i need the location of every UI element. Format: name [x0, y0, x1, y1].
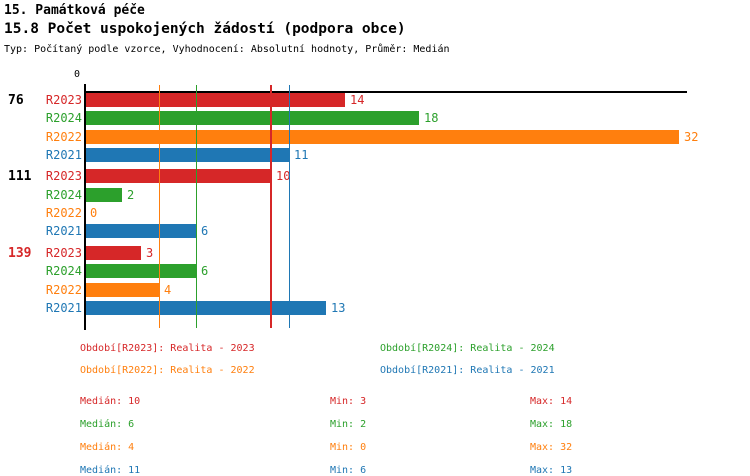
bar-value-label: 6 [201, 264, 209, 279]
bar-row-label: R2024 [45, 264, 82, 279]
median-gridline [270, 85, 272, 328]
origin-label: 0 [73, 69, 80, 80]
bar-value-label: 11 [294, 148, 309, 163]
stats-min: Min: 2 [330, 419, 367, 430]
bar [85, 148, 289, 163]
median-gridline [195, 85, 198, 328]
bar [85, 245, 141, 260]
median-gridline [158, 85, 161, 328]
bar-row-label: R2023 [45, 169, 82, 184]
legend-item: Období[R2024]: Realita - 2024 [380, 343, 555, 354]
bar [85, 264, 196, 279]
stats-max: Max: 14 [530, 396, 573, 407]
group-id-label: 76 [8, 93, 24, 108]
chart-title: 15.8 Počet uspokojených žádostí (podpora… [4, 21, 406, 37]
bar-row-label: R2022 [45, 129, 82, 144]
stats-max: Max: 18 [530, 419, 573, 430]
zero-axis-line [84, 84, 86, 330]
bar-value-label: 6 [201, 224, 209, 239]
stats-min: Min: 6 [330, 465, 367, 476]
bar [85, 224, 196, 239]
stats-median: Medián: 4 [80, 442, 135, 453]
stats-max: Max: 32 [530, 442, 573, 453]
stats-median: Medián: 10 [80, 396, 141, 407]
bar [85, 169, 271, 184]
group-id-label: 139 [8, 245, 32, 261]
bar-row-label: R2021 [45, 148, 82, 163]
bar-value-label: 32 [684, 129, 699, 144]
bar-row-label: R2022 [45, 282, 82, 297]
bar-value-label: 14 [350, 93, 365, 107]
bar-row-label: R2021 [45, 300, 82, 315]
bar [85, 300, 326, 315]
bar-row-label: R2024 [45, 111, 82, 126]
bar-row-label: R2023 [45, 93, 82, 107]
bar-value-label: 3 [146, 245, 154, 260]
bar [85, 111, 419, 126]
chart-meta-line: Typ: Počítaný podle vzorce, Vyhodnocení:… [4, 44, 450, 55]
bar-row-label: R2024 [45, 187, 82, 202]
bar-value-label: 0 [90, 206, 98, 221]
value-axis-line [85, 91, 687, 93]
bar-value-label: 10 [276, 169, 291, 184]
legend-item: Období[R2023]: Realita - 2023 [80, 343, 255, 354]
bar-row-label: R2023 [45, 245, 82, 260]
bar [85, 187, 122, 202]
stats-max: Max: 13 [530, 465, 573, 476]
stats-median: Medián: 6 [80, 419, 135, 430]
bar-row-label: R2022 [45, 206, 82, 221]
legend-item: Období[R2021]: Realita - 2021 [380, 365, 555, 376]
bar-row-label: R2021 [45, 224, 82, 239]
bar-value-label: 18 [424, 111, 439, 126]
bar-value-label: 4 [164, 282, 172, 297]
legend-item: Období[R2022]: Realita - 2022 [80, 365, 255, 376]
stats-min: Min: 3 [330, 396, 367, 407]
stats-median: Medián: 11 [80, 465, 141, 476]
group-id-label: 111 [8, 169, 32, 185]
bar [85, 93, 345, 107]
bar [85, 282, 159, 297]
median-gridline [288, 85, 291, 328]
chart-category-title: 15. Památková péče [4, 3, 145, 18]
bar-value-label: 13 [331, 300, 346, 315]
stats-min: Min: 0 [330, 442, 367, 453]
bar [85, 129, 679, 144]
bar-value-label: 2 [127, 187, 135, 202]
